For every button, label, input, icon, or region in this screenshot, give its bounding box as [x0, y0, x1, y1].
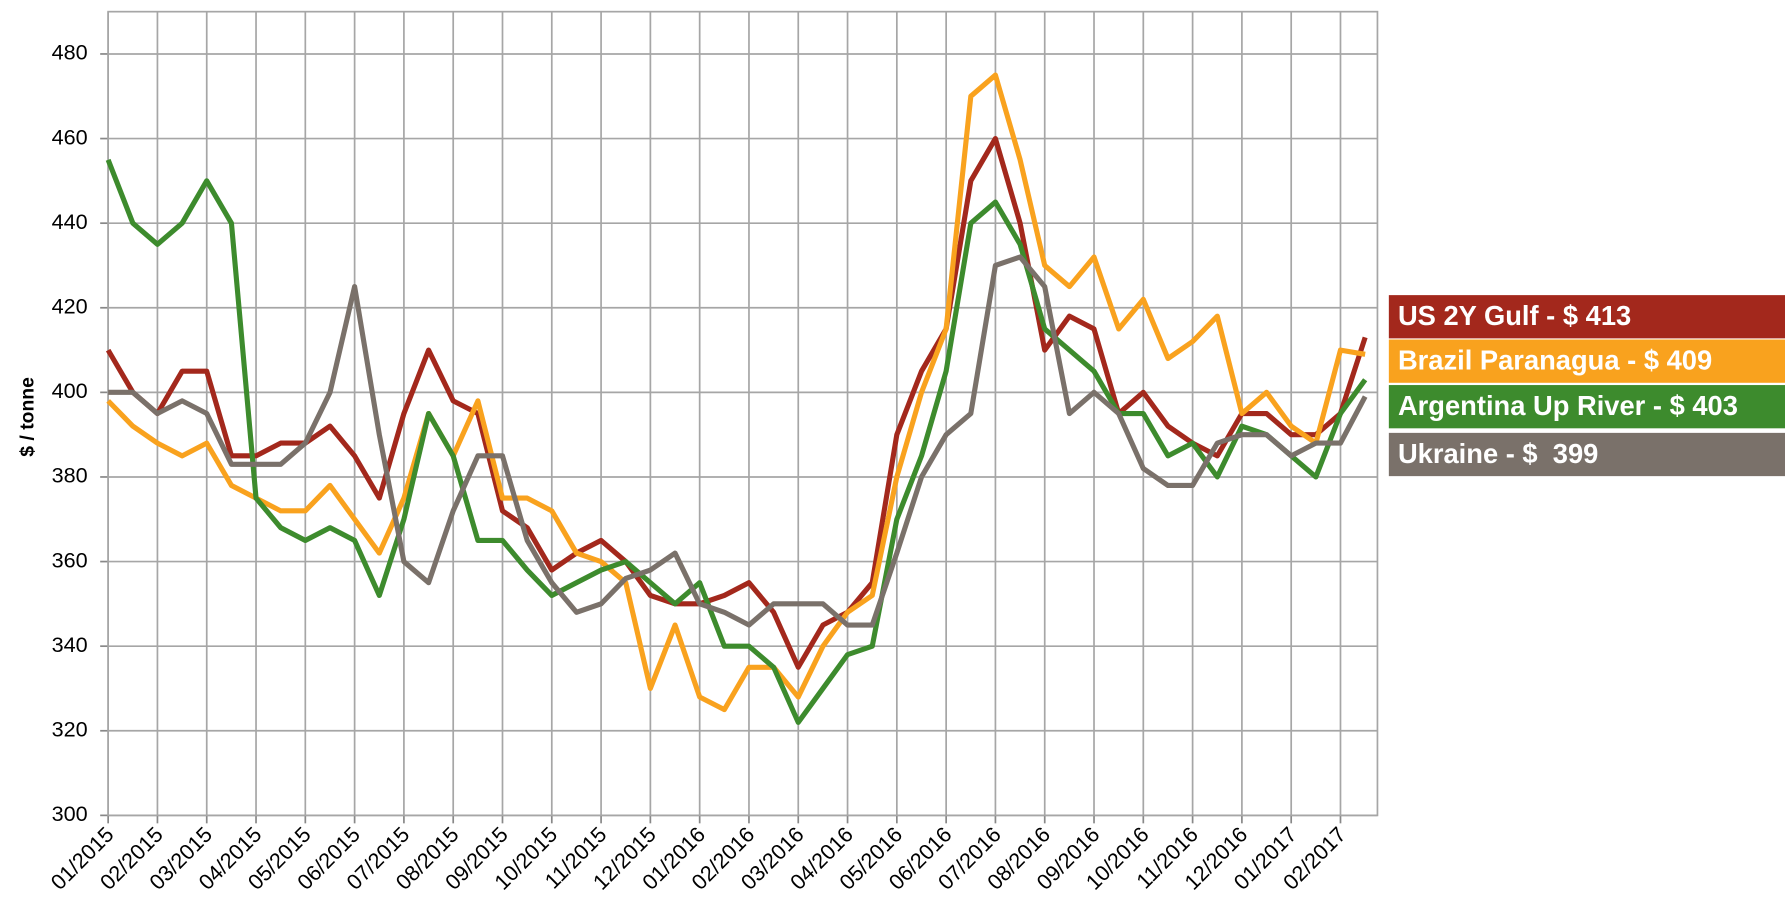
y-tick-label: 480 — [52, 40, 88, 65]
series-line — [108, 254, 1368, 628]
y-tick-label: 460 — [52, 124, 88, 149]
series-line — [106, 72, 1366, 713]
y-tick-label: 380 — [52, 463, 88, 488]
y-tick-label: 340 — [52, 632, 88, 657]
y-tick-label: 300 — [52, 801, 88, 826]
y-tick-label: 400 — [52, 378, 88, 403]
legend-swatch — [1388, 295, 1785, 339]
legend-swatch — [1388, 385, 1785, 429]
legend-swatch — [1388, 432, 1785, 477]
y-axis-label: $ / tonne — [17, 377, 39, 457]
legend-swatch — [1388, 339, 1785, 383]
y-tick-label: 360 — [52, 547, 88, 572]
legend-label: US 2Y Gulf - $ 413 — [1398, 300, 1631, 331]
y-tick-label: 440 — [52, 209, 88, 234]
y-tick-label: 320 — [52, 716, 88, 741]
legend-label: Argentina Up River - $ 403 — [1398, 390, 1738, 421]
plot-frame — [107, 10, 1379, 817]
series-line — [105, 158, 1368, 725]
legend-label: Brazil Paranagua - $ 409 — [1398, 345, 1712, 376]
legend-label: Ukraine - $ 399 — [1398, 438, 1598, 469]
series-line — [105, 136, 1368, 670]
y-tick-label: 420 — [52, 293, 88, 318]
